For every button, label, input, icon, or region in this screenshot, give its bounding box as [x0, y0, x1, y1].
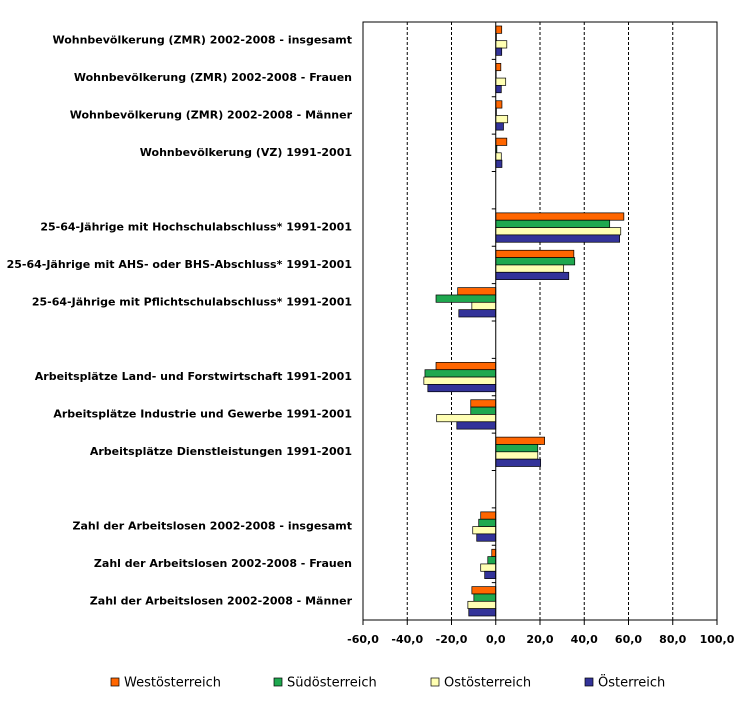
x-tick-label: 40,0	[571, 633, 598, 646]
bar	[496, 452, 538, 459]
bar	[496, 48, 502, 55]
bar	[496, 101, 502, 108]
bar	[437, 414, 496, 421]
bar	[492, 549, 496, 556]
legend-label: Westösterreich	[124, 676, 221, 691]
bar	[428, 384, 496, 391]
bar	[496, 85, 502, 92]
bar	[425, 370, 496, 377]
bar	[479, 519, 496, 526]
bar	[496, 78, 506, 85]
bar	[496, 228, 621, 235]
bar	[496, 63, 501, 70]
bar	[424, 377, 496, 384]
bar	[496, 26, 502, 33]
x-tick-label: -60,0	[347, 633, 379, 646]
legend-swatch	[274, 678, 282, 686]
bar	[459, 310, 496, 317]
legend-label: Südösterreich	[287, 676, 377, 691]
bar	[457, 422, 496, 429]
y-tick-label: Wohnbevölkerung (VZ) 1991-2001	[140, 146, 352, 159]
bar	[496, 153, 502, 160]
y-tick-label: Arbeitsplätze Industrie und Gewerbe 1991…	[53, 407, 352, 420]
x-tick-label: -40,0	[391, 633, 423, 646]
bar	[481, 512, 496, 519]
y-tick-label: 25-64-Jährige mit Pflichtschulabschluss*…	[32, 295, 352, 308]
bar	[496, 115, 508, 122]
bar	[496, 444, 538, 451]
y-tick-label: Zahl der Arbeitslosen 2002-2008 - Frauen	[94, 557, 352, 570]
x-tick-label: 20,0	[526, 633, 553, 646]
y-tick-label: Arbeitsplätze Land- und Forstwirtschaft …	[35, 370, 352, 383]
legend-label: Österreich	[598, 674, 665, 691]
legend-swatch	[431, 678, 439, 686]
bar	[496, 138, 507, 145]
bar	[496, 250, 574, 257]
x-tick-label: 0,0	[486, 633, 506, 646]
y-tick-label: Arbeitsplätze Dienstleistungen 1991-2001	[90, 445, 352, 458]
bar	[458, 288, 496, 295]
bar	[472, 587, 496, 594]
bar	[485, 571, 496, 578]
bar	[496, 258, 575, 265]
bar	[488, 557, 496, 564]
y-tick-label: Wohnbevölkerung (ZMR) 2002-2008 - insges…	[52, 34, 352, 47]
y-tick-label: Wohnbevölkerung (ZMR) 2002-2008 - Frauen	[74, 71, 352, 84]
bar	[468, 601, 496, 608]
y-tick-label: Wohnbevölkerung (ZMR) 2002-2008 - Männer	[70, 108, 353, 121]
bar	[472, 302, 496, 309]
bar	[496, 265, 564, 272]
bar	[496, 41, 507, 48]
x-tick-label: 60,0	[615, 633, 642, 646]
bar	[496, 272, 569, 279]
bar	[496, 123, 504, 130]
x-tick-label: 80,0	[659, 633, 686, 646]
bar	[473, 527, 496, 534]
bar	[471, 400, 496, 407]
bar	[496, 459, 541, 466]
bar	[477, 534, 496, 541]
bar	[496, 437, 545, 444]
y-tick-label: Zahl der Arbeitslosen 2002-2008 - insges…	[73, 520, 352, 533]
bar	[496, 220, 610, 227]
y-tick-label: 25-64-Jährige mit Hochschulabschluss* 19…	[40, 221, 352, 234]
bar	[496, 213, 624, 220]
plot-frame	[363, 22, 717, 620]
bar	[496, 235, 620, 242]
y-tick-label: Zahl der Arbeitslosen 2002-2008 - Männer	[90, 594, 353, 607]
bar	[496, 160, 502, 167]
bar	[481, 564, 496, 571]
bar	[471, 407, 496, 414]
bar	[474, 594, 496, 601]
x-tick-label: -20,0	[436, 633, 468, 646]
bar	[469, 609, 496, 616]
legend-swatch	[111, 678, 119, 686]
legend-swatch	[585, 678, 593, 686]
y-tick-label: 25-64-Jährige mit AHS- oder BHS-Abschlus…	[7, 258, 352, 271]
legend-label: Ostösterreich	[444, 676, 531, 691]
bar	[436, 362, 496, 369]
x-tick-label: 100,0	[700, 633, 735, 646]
bar	[436, 295, 496, 302]
